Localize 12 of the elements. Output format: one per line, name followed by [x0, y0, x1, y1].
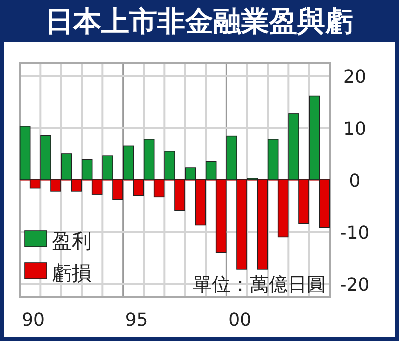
annotation: 單位：萬億日圓 — [193, 274, 326, 296]
y-tick-label: -20 — [340, 275, 370, 296]
x-tick-label: 90 — [22, 310, 45, 331]
y-tick-label: 10 — [344, 119, 366, 140]
y-tick-label: 20 — [344, 67, 366, 88]
y-tick-label: -10 — [340, 223, 370, 244]
legend-label: 虧損 — [52, 261, 92, 285]
legend-label: 盈利 — [52, 229, 92, 253]
y-tick-label: 0 — [349, 171, 361, 192]
x-tick-label: 95 — [125, 310, 148, 331]
x-tick-label: 00 — [228, 310, 252, 331]
chart-title: 日本上市非金融業盈與虧 — [46, 5, 354, 38]
